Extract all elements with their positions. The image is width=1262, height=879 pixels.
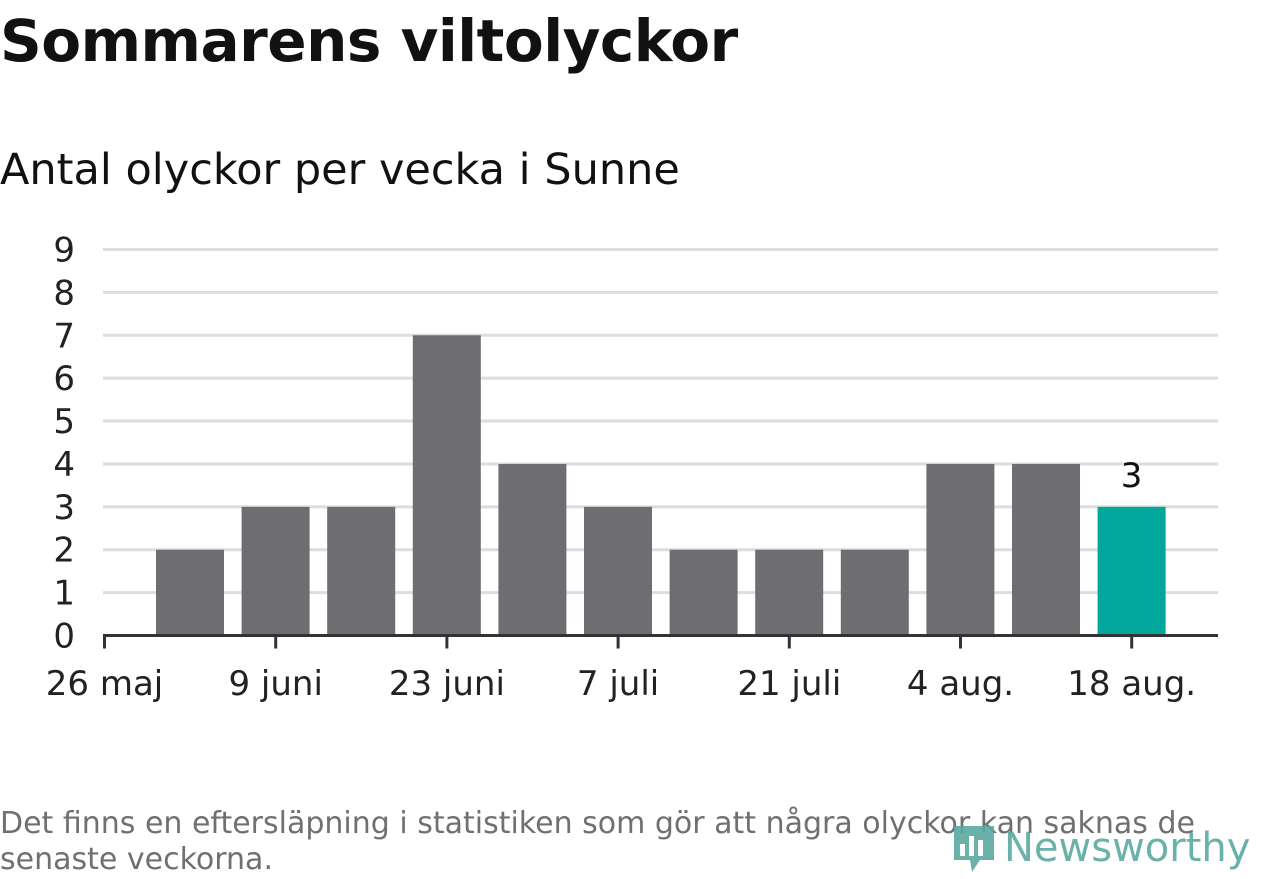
bar — [412, 335, 481, 636]
y-tick-label: 4 — [53, 445, 75, 485]
y-tick-label: 6 — [53, 359, 75, 399]
newsworthy-logo: Newsworthy — [950, 818, 1260, 878]
y-tick-label: 9 — [53, 231, 75, 271]
y-tick-label: 2 — [53, 531, 75, 571]
y-tick-label: 8 — [53, 273, 75, 313]
bar — [926, 463, 995, 636]
bar — [327, 506, 396, 636]
bar — [1012, 463, 1080, 636]
x-tick-label: 9 juni — [228, 664, 322, 704]
bar — [241, 506, 310, 636]
bar — [669, 549, 738, 636]
y-tick-label: 1 — [53, 574, 75, 614]
bar — [498, 463, 567, 636]
x-tick-label: 26 maj — [46, 664, 163, 704]
chart-title: Sommarens viltolyckor — [0, 7, 738, 75]
x-tick-label: 4 aug. — [907, 664, 1014, 704]
y-tick-label: 7 — [53, 316, 75, 356]
bar — [840, 549, 909, 636]
y-tick-label: 3 — [53, 488, 75, 528]
data-labels: 3 — [1121, 456, 1143, 496]
logo-text: Newsworthy — [1004, 825, 1251, 871]
x-tick-label: 23 juni — [389, 664, 505, 704]
data-label: 3 — [1121, 456, 1143, 496]
chart-subtitle: Antal olyckor per vecka i Sunne — [0, 145, 680, 195]
footnote: Det finns en eftersläpning i statistiken… — [0, 806, 1195, 877]
newsworthy-logo-icon — [954, 826, 994, 872]
x-axis-ticks: 26 maj 9 juni 23 juni 7 juli 21 juli 4 aug. 18… — [46, 635, 1196, 704]
x-tick-label: 18 aug. — [1067, 664, 1196, 704]
bar — [156, 549, 224, 636]
x-tick-label: 7 juli — [577, 664, 659, 704]
x-tick-label: 21 juli — [737, 664, 841, 704]
y-tick-label: 0 — [53, 617, 75, 657]
bar — [755, 549, 824, 636]
bars — [156, 335, 1166, 636]
bar — [584, 506, 652, 636]
y-tick-label: 5 — [53, 402, 75, 442]
bar — [1097, 506, 1166, 636]
